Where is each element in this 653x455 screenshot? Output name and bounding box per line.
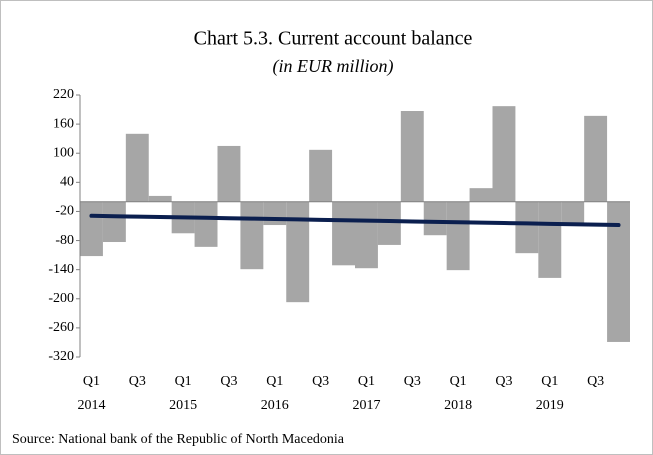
- bar: [102, 201, 126, 243]
- x-year-label: 2018: [444, 398, 472, 413]
- x-tick-label: Q3: [312, 374, 329, 389]
- chart-title: Chart 5.3. Current account balance: [194, 28, 473, 50]
- x-tick-label: Q1: [450, 374, 467, 389]
- source-note: Source: National bank of the Republic of…: [12, 432, 345, 447]
- bar: [423, 201, 447, 236]
- x-year-label: 2017: [352, 398, 380, 413]
- bar: [400, 111, 424, 202]
- x-tick-label: Q1: [175, 374, 192, 389]
- y-tick-label: -200: [48, 291, 74, 306]
- chart-subtitle: (in EUR million): [273, 56, 394, 77]
- x-year-label: 2014: [77, 398, 105, 413]
- x-tick-label: Q3: [220, 374, 237, 389]
- bar: [515, 201, 539, 254]
- bar: [607, 201, 630, 342]
- y-tick-label: 160: [53, 116, 74, 131]
- bar: [309, 149, 333, 202]
- bar: [217, 145, 241, 202]
- y-tick-label: -80: [55, 233, 74, 248]
- x-tick-label: Q3: [495, 374, 512, 389]
- bar: [469, 188, 493, 202]
- y-tick-label: 40: [60, 175, 74, 190]
- x-tick-label: Q3: [587, 374, 604, 389]
- bar: [286, 201, 310, 303]
- y-tick-label: 220: [53, 87, 74, 102]
- bar: [538, 201, 562, 278]
- x-year-label: 2019: [536, 398, 564, 413]
- y-tick-label: -320: [48, 349, 74, 364]
- bar: [148, 195, 172, 202]
- bar: [584, 115, 608, 202]
- x-tick-label: Q1: [83, 374, 100, 389]
- bar: [561, 201, 585, 226]
- bar: [446, 201, 470, 271]
- y-tick-label: -140: [48, 262, 74, 277]
- bar: [332, 201, 355, 266]
- trend-line: [89, 213, 621, 228]
- bar: [240, 201, 264, 270]
- x-tick-label: Q3: [129, 374, 146, 389]
- bar: [377, 201, 401, 245]
- x-tick-label: Q1: [541, 374, 558, 389]
- bar: [263, 201, 287, 226]
- y-tick-label: -260: [48, 320, 74, 335]
- bar: [125, 133, 149, 202]
- x-tick-label: Q3: [404, 374, 421, 389]
- y-tick-label: -20: [55, 204, 74, 219]
- x-tick-label: Q1: [266, 374, 283, 389]
- x-year-label: 2015: [169, 398, 197, 413]
- bar: [194, 201, 218, 247]
- x-tick-label: Q1: [358, 374, 375, 389]
- bar: [492, 106, 516, 202]
- bar: [80, 201, 103, 257]
- x-year-label: 2016: [261, 398, 289, 413]
- bar: [355, 201, 378, 269]
- y-tick-label: 100: [53, 145, 74, 160]
